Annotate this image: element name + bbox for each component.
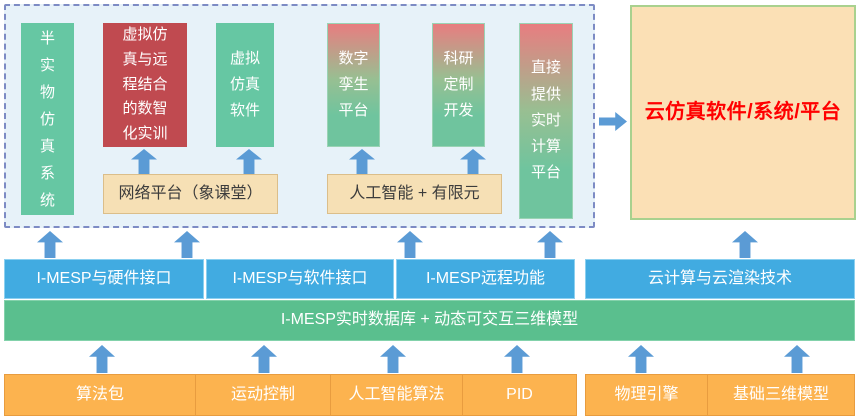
box-physics-engine: 物理引擎 <box>585 374 708 416</box>
box-motion-control: 运动控制 <box>195 374 331 416</box>
up-arrow-icon <box>174 231 200 258</box>
up-arrow-icon <box>89 345 115 373</box>
up-arrow-icon <box>732 231 758 258</box>
box-algorithm-package: 算法包 <box>4 374 196 416</box>
box-research-custom-dev: 科研 定制 开发 <box>432 23 485 147</box>
up-arrow-icon <box>784 345 810 373</box>
bar-realtime-database: I-MESP实时数据库 + 动态可交互三维模型 <box>4 300 855 341</box>
up-arrow-icon <box>380 345 406 373</box>
up-arrow-icon <box>251 345 277 373</box>
box-realtime-computing-platform: 直接 提供 实时 计算 平台 <box>519 23 573 219</box>
right-arrow-icon <box>599 112 627 131</box>
box-remote-function: I-MESP远程功能 <box>396 259 575 299</box>
box-ai-algorithm: 人工智能算法 <box>330 374 463 416</box>
up-arrow-icon <box>537 231 563 258</box>
box-software-interface: I-MESP与软件接口 <box>206 259 394 299</box>
box-cloud-computing-rendering: 云计算与云渲染技术 <box>585 259 855 299</box>
box-base-3d-model: 基础三维模型 <box>707 374 855 416</box>
up-arrow-icon <box>37 231 63 258</box>
box-digital-twin-platform: 数字 孪生 平台 <box>327 23 380 147</box>
box-hardware-interface: I-MESP与硬件接口 <box>4 259 204 299</box>
box-pid: PID <box>462 374 577 416</box>
box-cloud-simulation-platform: 云仿真软件/系统/平台 <box>630 5 856 220</box>
box-virtual-simulation-software: 虚拟 仿真 软件 <box>216 23 274 147</box>
training-platforms-panel <box>4 4 595 228</box>
box-network-platform: 网络平台（象课堂） <box>103 174 278 214</box>
up-arrow-icon <box>504 345 530 373</box>
up-arrow-icon <box>628 345 654 373</box>
box-semi-physical-simulation: 半 实 物 仿 真 系 统 <box>21 23 74 215</box>
box-virtual-remote-training: 虚拟仿 真与远 程结合 的数智 化实训 <box>103 23 187 147</box>
box-ai-fem: 人工智能 + 有限元 <box>327 174 502 214</box>
up-arrow-icon <box>397 231 423 258</box>
